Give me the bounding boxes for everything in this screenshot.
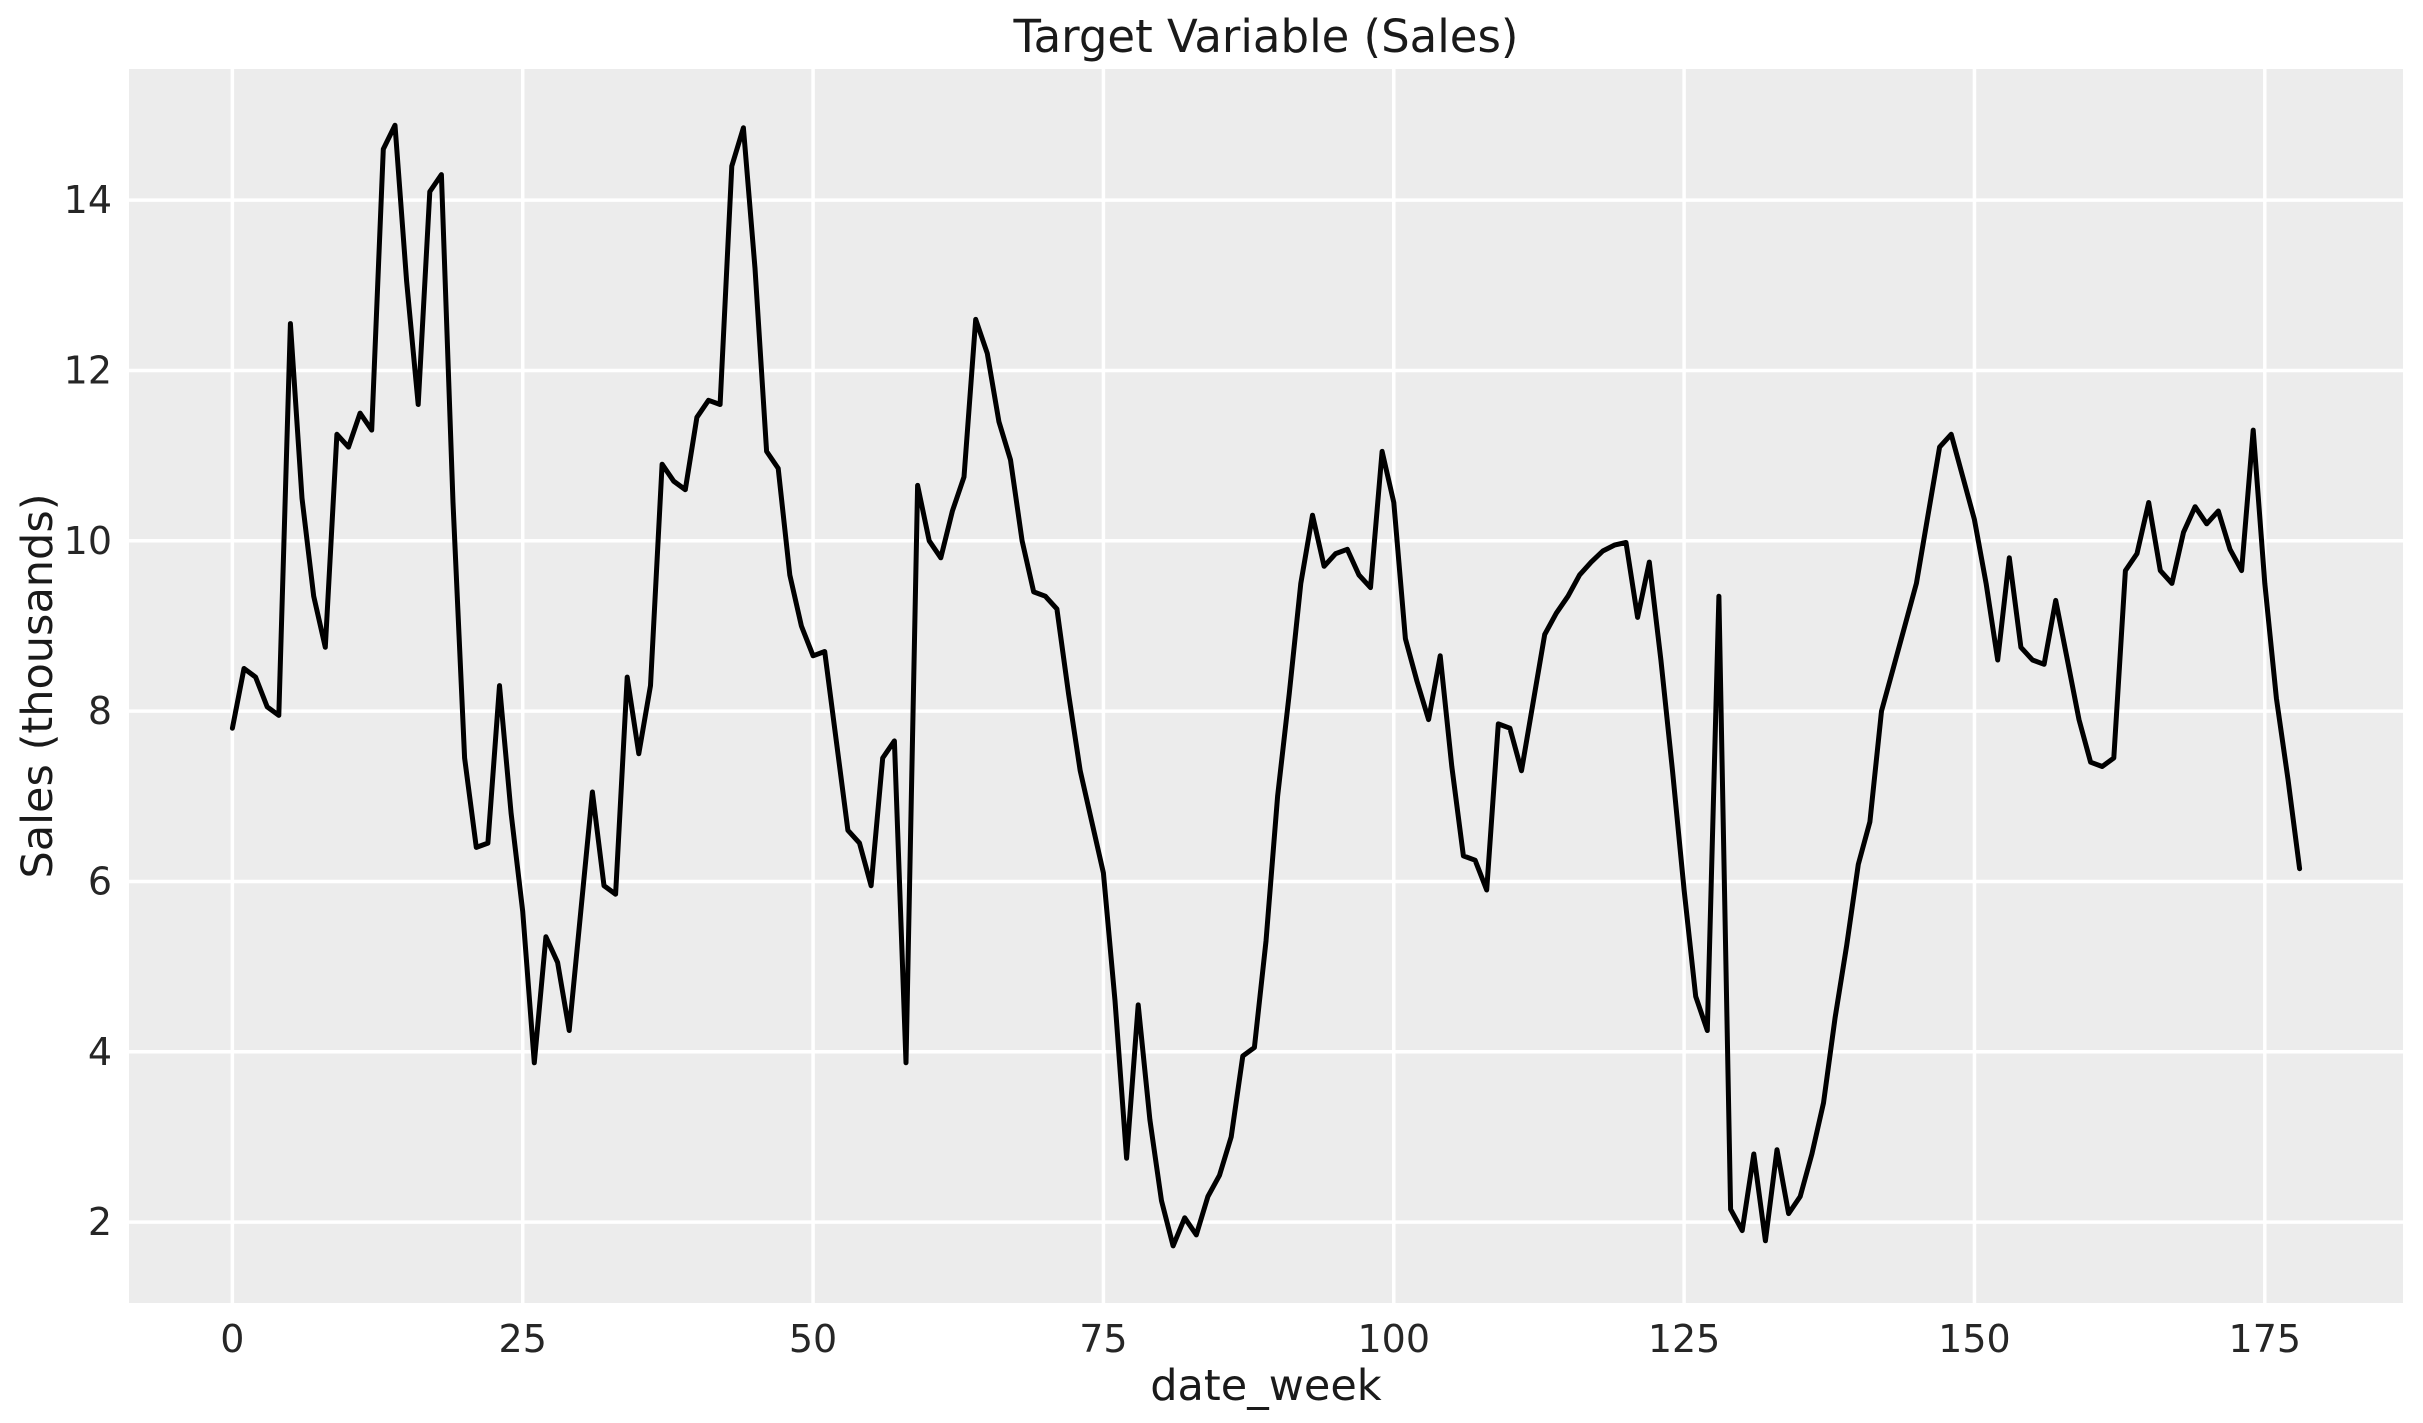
x-tick-label: 25: [499, 1317, 547, 1361]
x-tick-label: 50: [789, 1317, 837, 1361]
x-tick-label: 175: [2229, 1317, 2302, 1361]
y-tick-label: 2: [88, 1200, 112, 1244]
y-tick-label: 4: [88, 1030, 112, 1074]
x-tick-labels: 0 25 50 75 100 125 150 175: [220, 1317, 2301, 1361]
y-tick-label: 8: [88, 689, 112, 733]
x-tick-label: 125: [1648, 1317, 1721, 1361]
chart-title: Target Variable (Sales): [1013, 10, 1519, 63]
x-tick-label: 100: [1357, 1317, 1430, 1361]
sales-line: [229, 122, 2303, 1249]
x-tick-label: 0: [220, 1317, 244, 1361]
y-axis-label: Sales (thousands): [13, 493, 63, 878]
plot-background: [129, 69, 2403, 1303]
grid-lines: [129, 69, 2403, 1303]
y-tick-label: 6: [88, 859, 112, 903]
y-tick-labels: 2 4 6 8 10 12 14: [64, 178, 112, 1244]
x-axis-label: date_week: [1150, 1361, 1382, 1411]
x-tick-label: 150: [1938, 1317, 2011, 1361]
x-tick-label: 75: [1079, 1317, 1127, 1361]
y-tick-label: 14: [64, 178, 112, 222]
y-tick-label: 12: [64, 348, 112, 392]
y-tick-label: 10: [64, 519, 112, 563]
